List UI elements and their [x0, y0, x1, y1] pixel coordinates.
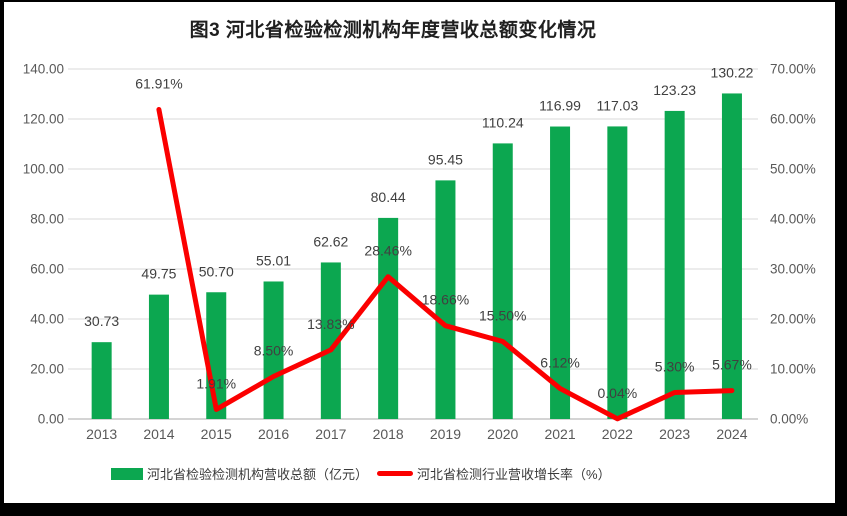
legend-item-growth-rate: 河北省检测行业营收增长率（%） — [377, 464, 611, 483]
bar-value-label: 50.70 — [199, 263, 234, 279]
growth-rate-label: 8.50% — [254, 343, 294, 359]
revenue-bar-2018 — [378, 217, 399, 419]
bar-value-label: 123.23 — [653, 82, 696, 98]
bar-value-label: 80.44 — [371, 189, 406, 205]
bar-value-label: 49.75 — [141, 266, 176, 282]
right-axis-tick: 50.00% — [770, 162, 816, 177]
x-axis-label-2018: 2018 — [373, 426, 404, 442]
growth-line — [156, 107, 735, 422]
x-axis-label-2021: 2021 — [544, 426, 575, 442]
growth-rate-line — [156, 107, 735, 422]
gridlines — [68, 68, 758, 420]
right-axis-tick: 30.00% — [770, 262, 816, 277]
revenue-bar-2014 — [148, 294, 169, 419]
growth-rate-label: 15.50% — [479, 308, 526, 324]
growth-rate-labels: 61.91% 1.91% 8.50% 13.83% 28.46% 18.66% 15.50%… — [135, 75, 752, 400]
revenue-bar-2013 — [91, 342, 112, 419]
left-axis-tick: 40.00 — [30, 312, 64, 327]
revenue-bar-2019 — [435, 180, 456, 419]
x-axis-label-2024: 2024 — [716, 426, 747, 442]
growth-rate-label: 6.12% — [540, 354, 580, 370]
revenue-bar-2016 — [263, 281, 284, 419]
left-axis-tick: 20.00 — [30, 362, 64, 377]
left-axis-tick: 140.00 — [23, 62, 64, 77]
revenue-bar-2024 — [721, 93, 742, 419]
growth-rate-label: 61.91% — [135, 75, 182, 91]
right-axis-tick: 70.00% — [770, 62, 816, 77]
x-axis-label-2014: 2014 — [143, 426, 174, 442]
bar-value-label: 130.22 — [711, 64, 754, 80]
revenue-bar-2021 — [550, 126, 571, 420]
revenue-bar-2020 — [492, 143, 513, 419]
left-axis-tick: 60.00 — [30, 262, 64, 277]
growth-rate-label: 0.04% — [597, 385, 637, 401]
bar-value-label: 110.24 — [482, 114, 524, 130]
revenue-bars — [91, 93, 742, 420]
bar-value-label: 95.45 — [428, 151, 463, 167]
bar-value-label: 116.99 — [539, 98, 581, 114]
x-axis-label-2023: 2023 — [659, 426, 690, 442]
x-axis-labels: 2013 2014 2015 2016 2017 2018 2019 2020 2021 2022… — [86, 426, 748, 442]
x-axis-label-2019: 2019 — [430, 426, 461, 442]
revenue-bar-2023 — [664, 110, 685, 420]
growth-rate-label: 13.83% — [307, 316, 354, 332]
legend-line-swatch-icon — [377, 471, 414, 476]
legend-bar-swatch-icon — [111, 467, 143, 480]
legend-bar-label: 河北省检验检测机构营收总额（亿元） — [147, 467, 369, 482]
bar-value-label: 30.73 — [84, 313, 119, 329]
bar-value-label: 62.62 — [313, 233, 348, 249]
right-axis-tick: 40.00% — [770, 212, 816, 227]
left-axis-tick: 0.00 — [38, 412, 64, 427]
left-axis-tick: 80.00 — [30, 212, 64, 227]
bar-value-labels: 30.73 49.75 50.70 55.01 62.62 80.44 95.45 110.2… — [84, 64, 753, 329]
left-axis-tick: 120.00 — [23, 112, 64, 127]
right-axis-tick: 60.00% — [770, 112, 816, 127]
x-axis-label-2020: 2020 — [487, 426, 518, 442]
left-axis-tick: 100.00 — [23, 162, 64, 177]
revenue-bar-2022 — [607, 126, 628, 420]
chart-canvas: 图3 河北省检验检测机构年度营收总额变化情况 0.00 20.00 40.00 60.… — [4, 2, 835, 503]
right-axis-tick: 20.00% — [770, 312, 816, 327]
growth-rate-label: 28.46% — [364, 243, 411, 259]
revenue-bar-2017 — [320, 262, 341, 419]
y-axis-right-tick-labels: 0.00% 10.00% 20.00% 30.00% 40.00% 50.00% 60.00… — [770, 62, 816, 427]
x-axis-label-2017: 2017 — [315, 426, 346, 442]
legend-line-label: 河北省检测行业营收增长率（%） — [417, 467, 611, 482]
bar-value-label: 117.03 — [596, 97, 638, 113]
bar-value-label: 55.01 — [256, 252, 291, 268]
growth-rate-label: 1.91% — [196, 375, 236, 391]
chart-title: 图3 河北省检验检测机构年度营收总额变化情况 — [189, 20, 597, 41]
chart-plot-area: 0.00 20.00 40.00 60.00 80.00 100.00 120.00 140.… — [23, 62, 816, 443]
legend-item-revenue: 河北省检验检测机构营收总额（亿元） — [111, 464, 368, 483]
growth-rate-label: 5.67% — [712, 357, 752, 373]
x-axis-label-2022: 2022 — [602, 426, 633, 442]
chart-legend: 河北省检验检测机构营收总额（亿元） 河北省检测行业营收增长率（%） — [111, 464, 611, 483]
right-axis-tick: 0.00% — [770, 412, 808, 427]
growth-rate-label: 5.30% — [655, 359, 695, 375]
x-axis-label-2016: 2016 — [258, 426, 289, 442]
x-axis-label-2015: 2015 — [201, 426, 232, 442]
growth-rate-label: 18.66% — [422, 292, 469, 308]
y-axis-left-tick-labels: 0.00 20.00 40.00 60.00 80.00 100.00 120.00 140.… — [23, 62, 64, 427]
right-axis-tick: 10.00% — [770, 362, 816, 377]
x-axis-label-2013: 2013 — [86, 426, 117, 442]
